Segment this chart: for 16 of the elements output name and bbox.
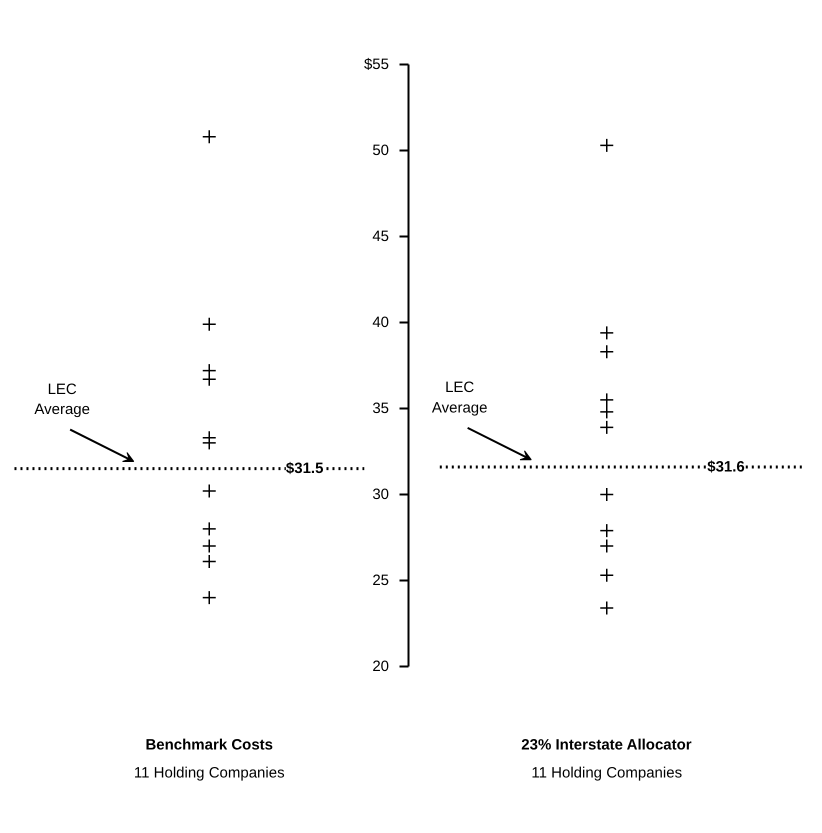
text: 11 Holding Companies <box>134 764 285 782</box>
y-tick-label: 40 <box>372 314 390 332</box>
y-tick-label: $55 <box>364 56 390 74</box>
annotation: LEC Average <box>34 380 90 418</box>
ref-line-label: $31.6 <box>707 458 745 476</box>
y-tick-label: 25 <box>372 572 390 589</box>
y-tick-label: 45 <box>372 228 390 246</box>
text: 11 Holding Companies <box>531 764 682 782</box>
x-tick-label: Benchmark Costs <box>145 736 274 754</box>
y-tick-label: 35 <box>372 400 390 417</box>
y-tick-label: 50 <box>372 142 390 160</box>
y-tick-label: 30 <box>372 486 390 503</box>
y-tick-label: 20 <box>372 658 390 675</box>
ref-line-label: $31.5 <box>286 460 324 478</box>
x-tick-label: 23% Interstate Allocator <box>521 736 692 754</box>
annotation: LEC Average <box>432 379 488 416</box>
